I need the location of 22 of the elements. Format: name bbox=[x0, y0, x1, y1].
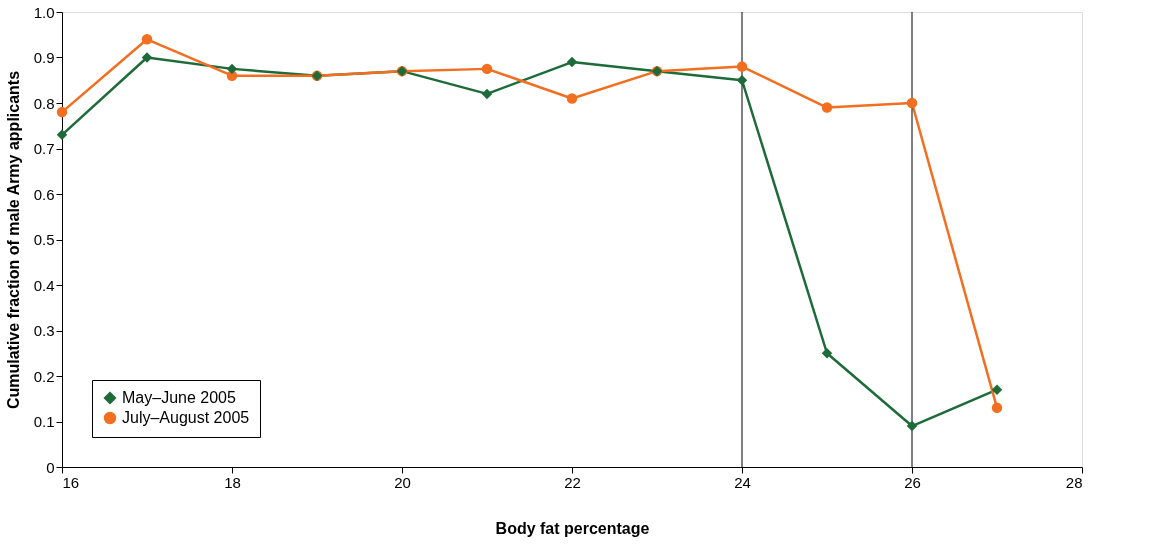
x-tick-label: 26 bbox=[904, 473, 921, 491]
y-tick-label: 0 bbox=[46, 458, 55, 476]
y-tick-label: 0.3 bbox=[33, 322, 55, 339]
x-tick-label: 18 bbox=[224, 473, 241, 491]
legend-label: July–August 2005 bbox=[122, 409, 250, 426]
x-tick-label: 16 bbox=[62, 473, 80, 491]
y-tick-label: 0.2 bbox=[33, 367, 55, 385]
y-tick-label: 0.4 bbox=[33, 276, 55, 294]
y-axis-title: Cumulative fraction of male Army applicants bbox=[4, 70, 22, 410]
x-tick-label: 20 bbox=[394, 473, 411, 491]
y-tick-label: 0.7 bbox=[33, 140, 55, 157]
x-tick-label: 22 bbox=[564, 473, 581, 491]
y-tick-label: 0.5 bbox=[33, 231, 55, 248]
x-axis-title: Body fat percentage bbox=[495, 519, 650, 537]
x-tick-label: 28 bbox=[1065, 473, 1083, 491]
x-tick-label: 24 bbox=[734, 473, 751, 491]
y-tick-label: 0.1 bbox=[33, 413, 55, 430]
y-tick-label: 0.6 bbox=[33, 185, 55, 203]
y-tick-label: 0.9 bbox=[33, 49, 55, 66]
y-tick-label: 0.8 bbox=[33, 94, 55, 112]
y-tick-label: 1.0 bbox=[33, 3, 55, 21]
legend-label: May–June 2005 bbox=[122, 389, 236, 406]
